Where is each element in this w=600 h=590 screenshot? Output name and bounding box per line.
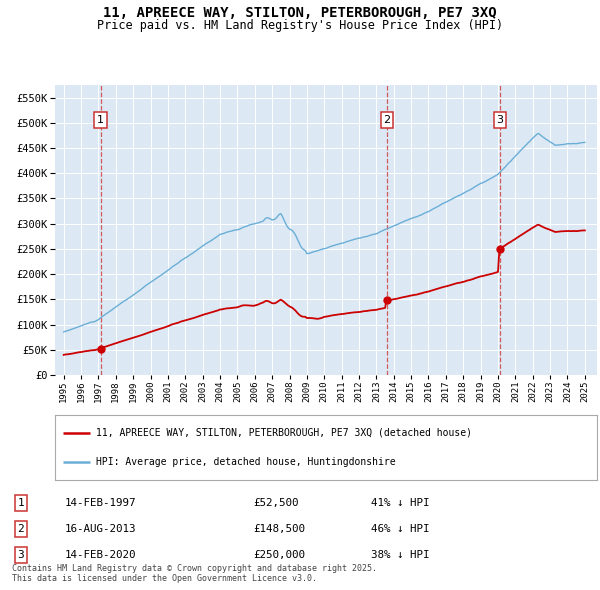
Text: 14-FEB-2020: 14-FEB-2020: [65, 550, 136, 560]
Text: 16-AUG-2013: 16-AUG-2013: [65, 524, 136, 534]
Text: 11, APREECE WAY, STILTON, PETERBOROUGH, PE7 3XQ (detached house): 11, APREECE WAY, STILTON, PETERBOROUGH, …: [95, 428, 472, 438]
Text: 2: 2: [17, 524, 24, 534]
Text: Price paid vs. HM Land Registry's House Price Index (HPI): Price paid vs. HM Land Registry's House …: [97, 19, 503, 32]
Text: 41% ↓ HPI: 41% ↓ HPI: [371, 498, 429, 508]
Text: £52,500: £52,500: [253, 498, 298, 508]
Text: 11, APREECE WAY, STILTON, PETERBOROUGH, PE7 3XQ: 11, APREECE WAY, STILTON, PETERBOROUGH, …: [103, 6, 497, 20]
Text: 46% ↓ HPI: 46% ↓ HPI: [371, 524, 429, 534]
Text: £148,500: £148,500: [253, 524, 305, 534]
Text: 3: 3: [17, 550, 24, 560]
Text: HPI: Average price, detached house, Huntingdonshire: HPI: Average price, detached house, Hunt…: [95, 457, 395, 467]
Text: £250,000: £250,000: [253, 550, 305, 560]
Text: 38% ↓ HPI: 38% ↓ HPI: [371, 550, 429, 560]
Text: 3: 3: [497, 115, 503, 125]
Text: 1: 1: [97, 115, 104, 125]
Text: 1: 1: [17, 498, 24, 508]
Text: Contains HM Land Registry data © Crown copyright and database right 2025.
This d: Contains HM Land Registry data © Crown c…: [12, 563, 377, 583]
Text: 14-FEB-1997: 14-FEB-1997: [65, 498, 136, 508]
Text: 2: 2: [383, 115, 391, 125]
